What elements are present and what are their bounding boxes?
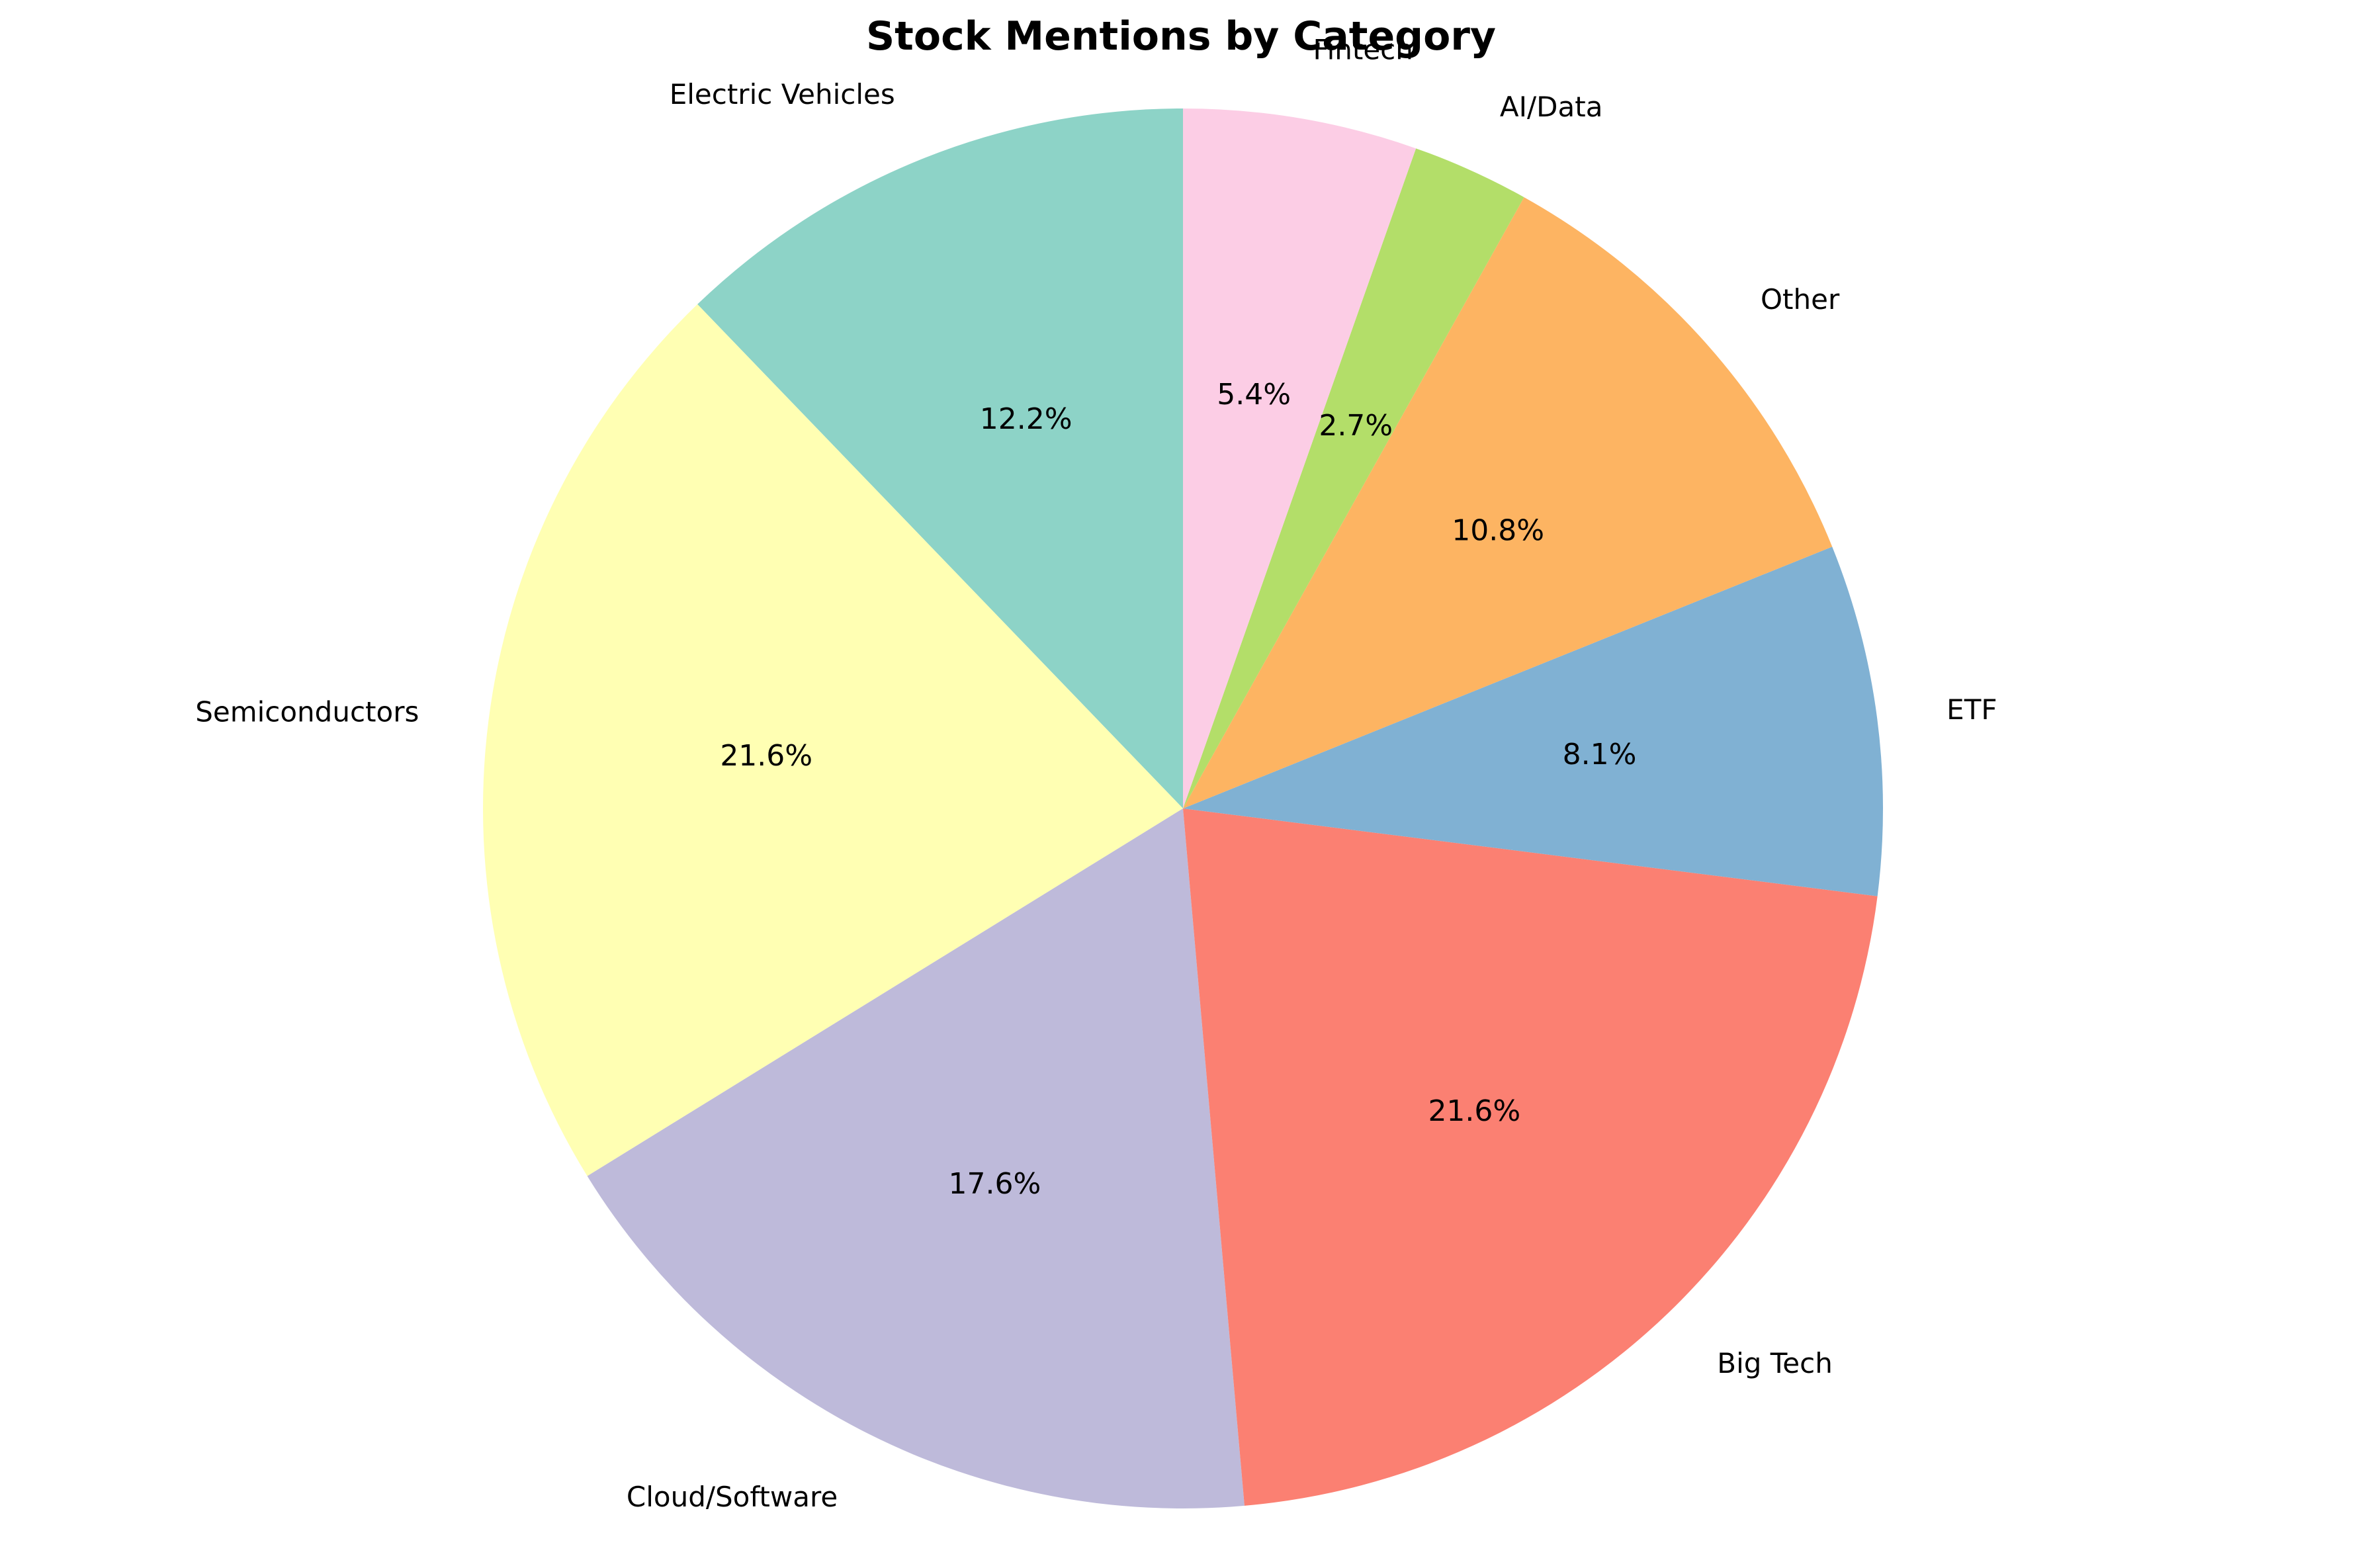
slices-layer (482, 109, 1883, 1508)
percent-label-ai-data: 2.7% (1319, 409, 1393, 443)
percent-label-etf: 8.1% (1563, 738, 1637, 771)
slice-label-electric-vehicles: Electric Vehicles (670, 78, 895, 110)
percent-label-big-tech: 21.6% (1428, 1094, 1520, 1128)
slice-big-tech (1183, 808, 1878, 1506)
slice-etf (1183, 546, 1883, 896)
percent-label-semiconductors: 21.6% (720, 739, 812, 773)
percent-label-cloud-software: 17.6% (948, 1167, 1041, 1201)
percent-label-fintech: 5.4% (1217, 378, 1291, 412)
percent-label-other: 10.8% (1452, 514, 1544, 548)
slice-cloud-software (587, 808, 1245, 1508)
slice-other (1183, 197, 1833, 808)
slice-semiconductors (482, 304, 1183, 1176)
slice-fintech (1183, 109, 1417, 808)
slice-label-big-tech: Big Tech (1717, 1347, 1833, 1379)
slice-label-ai-data: AI/Data (1500, 91, 1603, 123)
slice-label-cloud-software: Cloud/Software (627, 1481, 838, 1513)
slice-electric-vehicles (697, 109, 1183, 808)
percent-label-electric-vehicles: 12.2% (980, 402, 1072, 436)
slice-label-semiconductors: Semiconductors (195, 696, 419, 728)
slice-ai-data (1183, 148, 1524, 808)
slice-label-other: Other (1761, 283, 1840, 316)
chart-title: Stock Mentions by Category (866, 13, 1496, 60)
slice-label-etf: ETF (1946, 693, 1997, 726)
slice-label-fintech: Fintech (1313, 33, 1413, 65)
labels-layer: Electric Vehicles 12.2% Semiconductors 21.6… (195, 33, 1997, 1512)
